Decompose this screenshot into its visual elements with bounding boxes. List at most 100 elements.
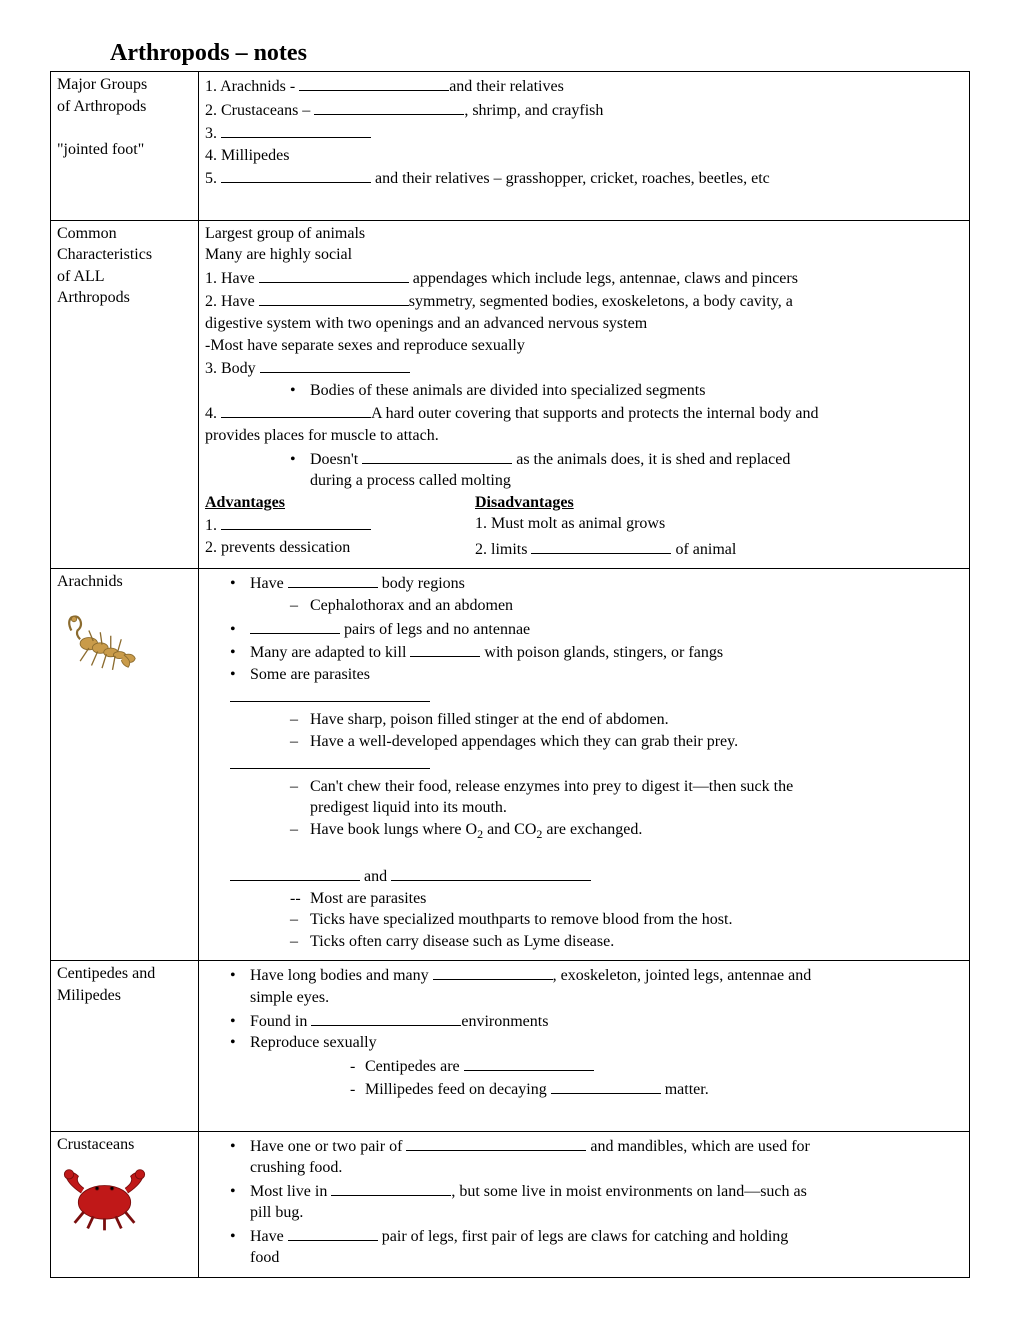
text: Arthropods — [57, 287, 192, 309]
text: Have long bodies and many — [250, 967, 433, 984]
text: with poison glands, stingers, or fangs — [480, 644, 723, 661]
text: digestive system with two openings and a… — [205, 313, 963, 335]
text: of animal — [671, 541, 736, 558]
major-groups-content: 1. Arachnids - and their relatives 2. Cr… — [199, 72, 970, 221]
blank — [299, 74, 449, 91]
blank — [221, 166, 371, 183]
text: "jointed foot" — [57, 139, 192, 161]
text: food — [205, 1247, 963, 1269]
text: environments — [461, 1013, 548, 1030]
text: of ALL — [57, 266, 192, 288]
text: and their relatives — [449, 78, 564, 95]
sub-bullet: Ticks often carry disease such as Lyme d… — [205, 931, 963, 953]
text: 4. — [205, 405, 221, 422]
notes-table: Major Groups of Arthropods "jointed foot… — [50, 71, 970, 1278]
blank — [362, 447, 512, 464]
text: Most are parasites — [310, 890, 426, 907]
blank-header — [205, 685, 963, 709]
blank — [433, 963, 553, 980]
text: Have — [250, 1228, 288, 1245]
text: and — [364, 868, 387, 885]
text: and their relatives – grasshopper, crick… — [371, 170, 770, 187]
text: 3. Body — [205, 360, 260, 377]
bullet: Found in environments — [205, 1009, 963, 1033]
text: , exoskeleton, jointed legs, antennae an… — [553, 967, 812, 984]
row-centipedes: Centipedes and Milipedes Have long bodie… — [51, 961, 970, 1131]
text: Many are highly social — [205, 244, 963, 266]
blank — [314, 98, 464, 115]
bullet: Most live in , but some live in moist en… — [205, 1179, 963, 1203]
text: Found in — [250, 1013, 311, 1030]
bullet: Have one or two pair of and mandibles, w… — [205, 1134, 963, 1158]
text: Have book lungs where O — [310, 821, 477, 838]
text: and CO — [483, 821, 536, 838]
text: Ticks often carry disease such as Lyme d… — [310, 933, 614, 950]
blank — [230, 752, 430, 769]
text: are exchanged. — [542, 821, 642, 838]
text: Major Groups — [57, 74, 192, 96]
adv-dis-row2: 2. prevents dessication 2. limits of ani… — [205, 537, 963, 561]
text: of Arthropods — [57, 96, 192, 118]
arachnids-content: Have body regions Cephalothorax and an a… — [199, 569, 970, 961]
spacer — [205, 842, 963, 864]
blank — [331, 1179, 451, 1196]
text: Have — [250, 575, 288, 592]
text: Millipedes feed on decaying — [365, 1081, 551, 1098]
text: 1. Have appendages which include legs, a… — [205, 266, 963, 290]
centipedes-label: Centipedes and Milipedes — [51, 961, 199, 1131]
blank — [311, 1009, 461, 1026]
blank — [259, 289, 409, 306]
common-content: Largest group of animals Many are highly… — [199, 220, 970, 569]
text — [57, 117, 192, 139]
major-groups-label: Major Groups of Arthropods "jointed foot… — [51, 72, 199, 221]
text: Characteristics — [57, 244, 192, 266]
spacer — [205, 1101, 963, 1123]
spacer — [205, 190, 963, 212]
blank — [406, 1134, 586, 1151]
dis1: 1. Must molt as animal grows — [475, 513, 963, 537]
text: simple eyes. — [205, 987, 963, 1009]
text: Common — [57, 223, 192, 245]
text: Bodies of these animals are divided into… — [310, 382, 705, 399]
blank — [221, 401, 371, 418]
sub-bullet: Have sharp, poison filled stinger at the… — [205, 709, 963, 731]
text: -Most have separate sexes and reproduce … — [205, 335, 963, 357]
blank — [230, 685, 430, 702]
text: Ticks have specialized mouthparts to rem… — [310, 911, 732, 928]
bullet: Many are adapted to kill with poison gla… — [205, 640, 963, 664]
advantages-label: Advantages — [205, 492, 475, 514]
blank — [230, 864, 360, 881]
scorpion-icon — [57, 613, 147, 683]
bullet: Reproduce sexually — [205, 1032, 963, 1054]
disadvantages-label: Disadvantages — [475, 492, 963, 514]
bullet: pairs of legs and no antennae — [205, 617, 963, 641]
text: Most live in — [250, 1183, 331, 1200]
blank — [410, 640, 480, 657]
text: Milipedes — [57, 985, 192, 1007]
blank — [221, 121, 371, 138]
text: , shrimp, and crayfish — [464, 102, 603, 119]
crab-icon — [57, 1165, 152, 1235]
text: 5. — [205, 170, 221, 187]
text: predigest liquid into its mouth. — [205, 797, 963, 819]
text: pairs of legs and no antennae — [340, 621, 530, 638]
text: 2. Have symmetry, segmented bodies, exos… — [205, 289, 963, 313]
blank — [464, 1054, 594, 1071]
page-title: Arthropods – notes — [110, 40, 970, 67]
blank — [288, 571, 378, 588]
text: provides places for muscle to attach. — [205, 425, 963, 447]
text: Arachnids — [57, 571, 192, 593]
adv-dis-header: Advantages Disadvantages — [205, 492, 963, 514]
text: and mandibles, which are used for — [586, 1138, 809, 1155]
text: 5. and their relatives – grasshopper, cr… — [205, 166, 963, 190]
blank — [531, 537, 671, 554]
text: Centipedes are — [365, 1058, 464, 1075]
crustaceans-label: Crustaceans — [51, 1131, 199, 1278]
text: 1. — [205, 517, 221, 534]
text: crushing food. — [205, 1157, 963, 1179]
text: 1. Arachnids - and their relatives — [205, 74, 963, 98]
row-arachnids: Arachnids — [51, 569, 970, 961]
blank — [260, 356, 410, 373]
text: Cephalothorax and an abdomen — [310, 597, 513, 614]
crustaceans-content: Have one or two pair of and mandibles, w… — [199, 1131, 970, 1278]
